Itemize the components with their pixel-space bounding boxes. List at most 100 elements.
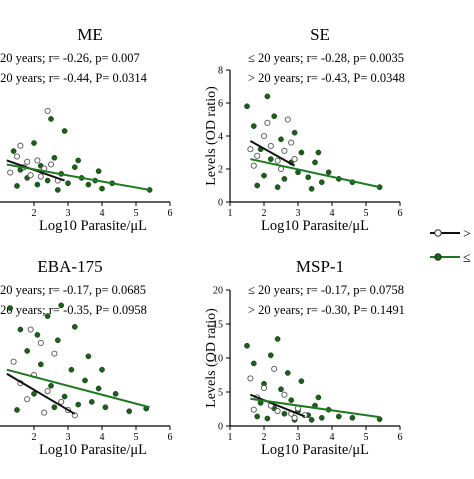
data-point-old — [254, 413, 261, 420]
data-point-young — [264, 119, 271, 126]
x-tick-label: 3 — [66, 208, 71, 219]
x-tick-label: 6 — [398, 208, 403, 219]
data-point-old — [254, 182, 261, 189]
data-point-old — [261, 172, 267, 179]
data-point-old — [305, 174, 312, 181]
stat-annotation: ≤ 20 years; r= -0.17, p= 0.0685 — [0, 283, 146, 297]
data-point-old — [51, 154, 58, 161]
data-point-old — [48, 116, 54, 122]
data-point-old — [244, 342, 250, 349]
x-tick-label: 5 — [134, 432, 139, 443]
data-point-old — [288, 397, 295, 404]
data-point-old — [37, 361, 44, 368]
data-point-young — [274, 157, 281, 164]
stat-annotation: > 20 years; r= -0.44, P= 0.0314 — [0, 71, 148, 85]
data-point-old — [75, 157, 82, 164]
data-point-old — [95, 168, 102, 175]
data-point-young — [250, 406, 257, 413]
stat-annotation: > 20 years; r= -0.30, P= 0.1491 — [248, 303, 405, 317]
data-point-old — [68, 366, 75, 373]
data-point-old — [82, 377, 88, 384]
panel-title: ME — [77, 25, 103, 44]
legend-marker-young — [434, 229, 442, 237]
data-point-old — [281, 410, 288, 417]
data-point-young — [44, 107, 51, 114]
legend-marker-old — [434, 253, 442, 261]
data-point-old — [88, 399, 95, 405]
fit-line-old — [6, 163, 150, 191]
data-point-old — [281, 176, 288, 182]
data-point-old — [48, 382, 54, 389]
data-point-old — [31, 140, 37, 146]
data-point-old — [85, 181, 92, 188]
data-point-old — [298, 378, 305, 384]
x-tick-label: 4 — [330, 208, 335, 219]
data-point-old — [318, 414, 325, 421]
data-point-old — [31, 390, 37, 397]
panel-title: EBA-175 — [37, 257, 102, 276]
x-tick-label: 2 — [32, 208, 37, 219]
data-point-young — [271, 365, 278, 372]
data-point-old — [278, 386, 284, 393]
data-point-old — [99, 366, 105, 373]
data-point-young — [34, 157, 41, 164]
stat-annotation: ≤ 20 years; r= -0.28, p= 0.0035 — [248, 51, 404, 65]
fit-line-old — [250, 397, 380, 419]
x-tick-label: 4 — [100, 432, 105, 443]
panel-title: SE — [310, 25, 330, 44]
data-point-young — [10, 358, 17, 365]
x-tick-label: 2 — [262, 432, 267, 443]
y-tick-label: 10 — [213, 354, 223, 365]
data-point-old — [126, 408, 133, 415]
data-point-old — [10, 148, 17, 154]
data-point-old — [325, 169, 332, 176]
data-point-old — [71, 164, 78, 171]
data-point-young — [254, 152, 261, 159]
data-point-young — [274, 407, 281, 415]
data-point-old — [51, 404, 58, 411]
legend-label: ≤ — [463, 251, 471, 266]
data-point-young — [250, 162, 257, 169]
panel-title: MSP-1 — [296, 257, 344, 276]
data-point-young — [291, 414, 298, 421]
x-tick-label: 6 — [168, 432, 173, 443]
data-point-old — [54, 337, 61, 344]
data-point-old — [308, 417, 315, 423]
data-point-young — [247, 375, 254, 382]
data-point-young — [44, 388, 51, 395]
data-point-old — [99, 185, 105, 192]
x-tick-label: 5 — [364, 432, 369, 443]
data-point-old — [85, 353, 92, 360]
data-point-old — [284, 370, 291, 376]
y-tick-label: 4 — [218, 132, 223, 143]
data-point-old — [315, 394, 322, 401]
data-point-young — [24, 396, 31, 403]
data-point-old — [278, 136, 284, 143]
data-point-old — [95, 385, 102, 392]
data-point-young — [41, 409, 48, 416]
data-point-old — [14, 183, 20, 189]
data-point-old — [44, 313, 51, 319]
data-point-old — [44, 177, 51, 184]
data-point-old — [17, 326, 24, 333]
data-point-young — [291, 156, 298, 163]
x-axis-label: Log10 Parasite/μL — [39, 218, 147, 234]
x-tick-label: 4 — [100, 208, 105, 219]
x-axis-label: Log10 Parasite/μL — [39, 442, 147, 458]
data-point-young — [288, 139, 295, 146]
y-tick-label: 0 — [218, 198, 223, 209]
x-tick-label: 5 — [134, 208, 139, 219]
legend-label: > — [463, 227, 471, 242]
data-point-old — [24, 348, 31, 354]
data-point-old — [244, 103, 250, 110]
data-point-old — [71, 323, 78, 330]
data-point-young — [267, 142, 274, 149]
data-point-old — [291, 129, 298, 136]
x-tick-label: 2 — [32, 432, 37, 443]
data-point-old — [312, 159, 318, 166]
data-point-old — [58, 302, 65, 309]
data-point-old — [112, 390, 119, 397]
y-tick-label: 6 — [218, 99, 223, 110]
data-point-old — [315, 149, 322, 156]
x-tick-label: 6 — [168, 208, 173, 219]
